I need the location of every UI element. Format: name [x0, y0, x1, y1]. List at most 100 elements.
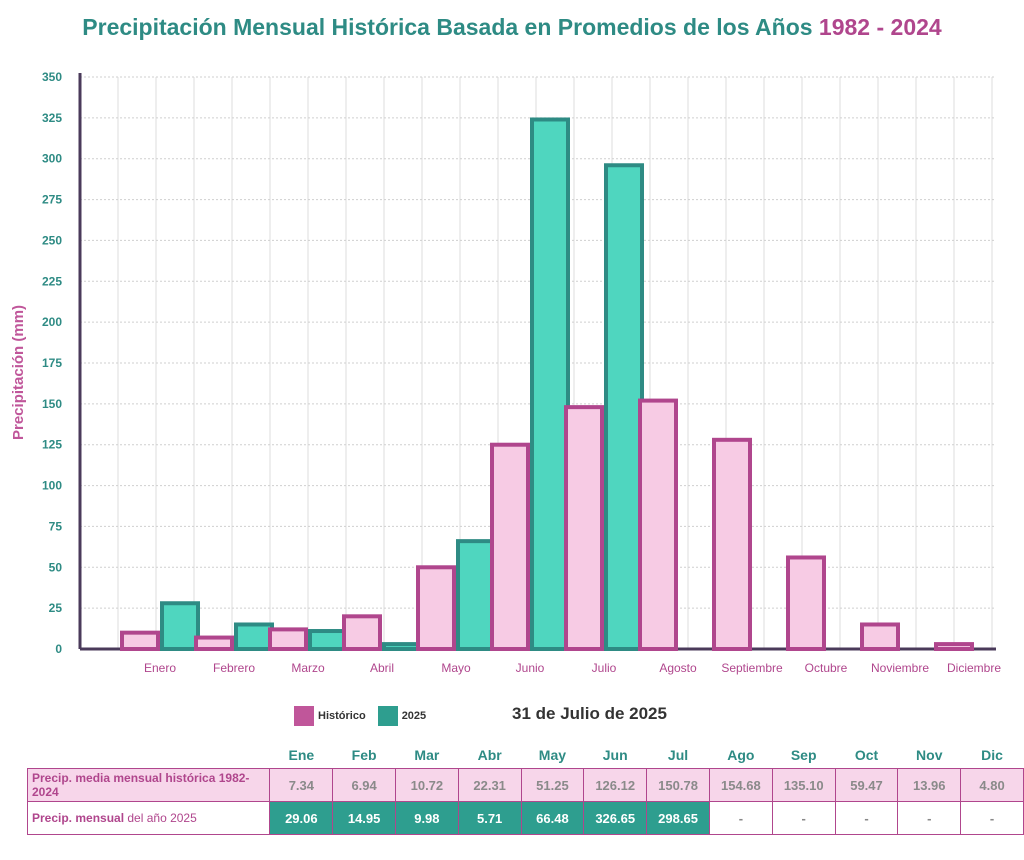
legend-item-historico: Histórico	[294, 706, 366, 726]
table-cell-historico: 4.80	[960, 768, 1024, 802]
bar-2025	[456, 539, 496, 651]
table-cell-2025: 326.65	[583, 801, 648, 835]
table-cell-historico: 59.47	[834, 768, 899, 802]
row-label-2025-bold: Precip. mensual	[32, 811, 125, 825]
table-cell-historico: 135.10	[771, 768, 836, 802]
table-header-month: Jul	[667, 747, 689, 763]
table-header-month: Mar	[414, 747, 440, 763]
legend: Histórico 2025	[294, 706, 438, 726]
table-row-2025: Precip. mensual del año 2025 29.06 14.95 9…	[26, 801, 1024, 835]
table-cell-2025: 14.95	[332, 801, 396, 835]
legend-label-historico: Histórico	[318, 710, 366, 722]
y-tick-label: 300	[42, 152, 62, 166]
bar-historico	[860, 622, 900, 652]
x-tick-label: Julio	[592, 661, 617, 675]
table-header-month: Sep	[790, 747, 817, 763]
bar-chart: 0 25 50 75 100 125 150 175 200 225 250 275 300 325 350…	[42, 70, 1001, 675]
table-cell-2025: 5.71	[457, 801, 522, 835]
chart-title-main: Precipitación Mensual Histórica Basada e…	[82, 14, 813, 40]
precipitation-table: Ene Feb Mar Abr May Jun Jul Ago Sep Oct Nov Dic Pre…	[26, 742, 1024, 835]
bar-2025	[382, 642, 422, 652]
bar-historico	[342, 614, 382, 651]
y-tick-label: 150	[42, 397, 62, 411]
table-cell-historico: 51.25	[520, 768, 585, 802]
row-label-historico: Precip. media mensual histórica 1982-202…	[26, 768, 271, 802]
y-tick-label: 225	[42, 274, 62, 288]
bar-historico	[268, 627, 308, 651]
y-tick-label: 25	[49, 601, 63, 615]
bar-historico	[416, 565, 456, 651]
table-header-month: Ene	[288, 747, 315, 763]
y-tick-label: 250	[42, 233, 62, 247]
legend-swatch-historico	[294, 706, 314, 726]
x-tick-label: Marzo	[291, 661, 325, 675]
table-cell-historico: 13.96	[897, 768, 962, 802]
bar-historico	[934, 642, 974, 652]
table-header-empty	[28, 742, 270, 769]
x-tick-label: Enero	[144, 661, 176, 675]
table-cell-historico: 126.12	[583, 768, 648, 802]
bar-historico	[564, 405, 604, 651]
table-cell-2025: -	[960, 801, 1024, 835]
table-cell-historico: 7.34	[269, 768, 334, 802]
legend-label-2025: 2025	[401, 710, 427, 722]
x-tick-label: Octubre	[805, 661, 848, 675]
table-cell-2025: -	[708, 801, 773, 835]
y-tick-label: 0	[55, 642, 62, 656]
table-cell-historico: 22.31	[457, 768, 522, 802]
bar-2025	[604, 163, 644, 651]
table-cell-2025: -	[771, 801, 836, 835]
table-cell-2025: -	[897, 801, 962, 835]
table-header-month: May	[538, 747, 567, 763]
y-tick-label: 50	[49, 560, 63, 574]
table-cell-historico: 10.72	[395, 768, 459, 802]
x-tick-label: Agosto	[659, 661, 697, 675]
table-cell-historico: 154.68	[708, 768, 773, 802]
x-tick-label: Septiembre	[721, 661, 783, 675]
y-tick-label: 75	[49, 519, 63, 533]
y-tick-label: 275	[42, 193, 62, 207]
table-cell-historico: 6.94	[332, 768, 396, 802]
table-header-month: Dic	[981, 747, 1003, 763]
chart-title: Precipitación Mensual Histórica Basada e…	[0, 14, 1024, 41]
table-header-month: Oct	[854, 747, 879, 763]
bar-2025	[234, 622, 274, 652]
bar-2025	[308, 629, 348, 651]
table-header-month: Abr	[477, 747, 502, 763]
table-cell-2025: 298.65	[646, 801, 710, 835]
legend-swatch-2025	[377, 706, 398, 726]
y-tick-label: 175	[42, 356, 62, 370]
row-label-2025-rest: del año 2025	[124, 811, 197, 825]
bar-historico	[786, 555, 826, 652]
y-tick-label: 200	[42, 315, 62, 329]
table-cell-2025: 9.98	[395, 801, 459, 835]
x-tick-label: Diciembre	[947, 661, 1001, 675]
table-cell-2025: -	[834, 801, 899, 835]
table-header-month: Ago	[727, 747, 755, 763]
bar-2025	[530, 117, 570, 651]
table-row-historico: Precip. media mensual histórica 1982-202…	[26, 768, 1024, 802]
bar-historico	[194, 635, 234, 651]
bar-historico	[712, 437, 752, 651]
y-tick-label: 325	[42, 111, 62, 125]
report-date: 31 de Julio de 2025	[512, 704, 667, 723]
x-tick-label: Abril	[370, 661, 394, 675]
x-tick-label: Mayo	[441, 661, 471, 675]
bar-historico	[490, 442, 530, 652]
table-cell-2025: 29.06	[269, 801, 334, 835]
x-tick-label: Febrero	[213, 661, 255, 675]
table-header-month: Feb	[351, 747, 377, 763]
x-tick-label: Noviembre	[871, 661, 929, 675]
bar-historico	[638, 398, 678, 651]
x-tick-label: Junio	[516, 661, 545, 675]
legend-item-2025: 2025	[377, 706, 427, 726]
y-axis-label: Precipitación (mm)	[10, 304, 27, 440]
table-header-month: Nov	[916, 747, 943, 763]
chart-title-years: 1982 - 2024	[818, 14, 942, 40]
y-tick-label: 125	[42, 438, 62, 452]
table-cell-historico: 150.78	[646, 768, 710, 802]
table-header-row: Ene Feb Mar Abr May Jun Jul Ago Sep Oct Nov Dic	[28, 742, 1024, 769]
row-label-2025: Precip. mensual del año 2025	[26, 801, 271, 835]
table-cell-2025: 66.48	[520, 801, 585, 835]
y-tick-label: 350	[42, 70, 62, 84]
